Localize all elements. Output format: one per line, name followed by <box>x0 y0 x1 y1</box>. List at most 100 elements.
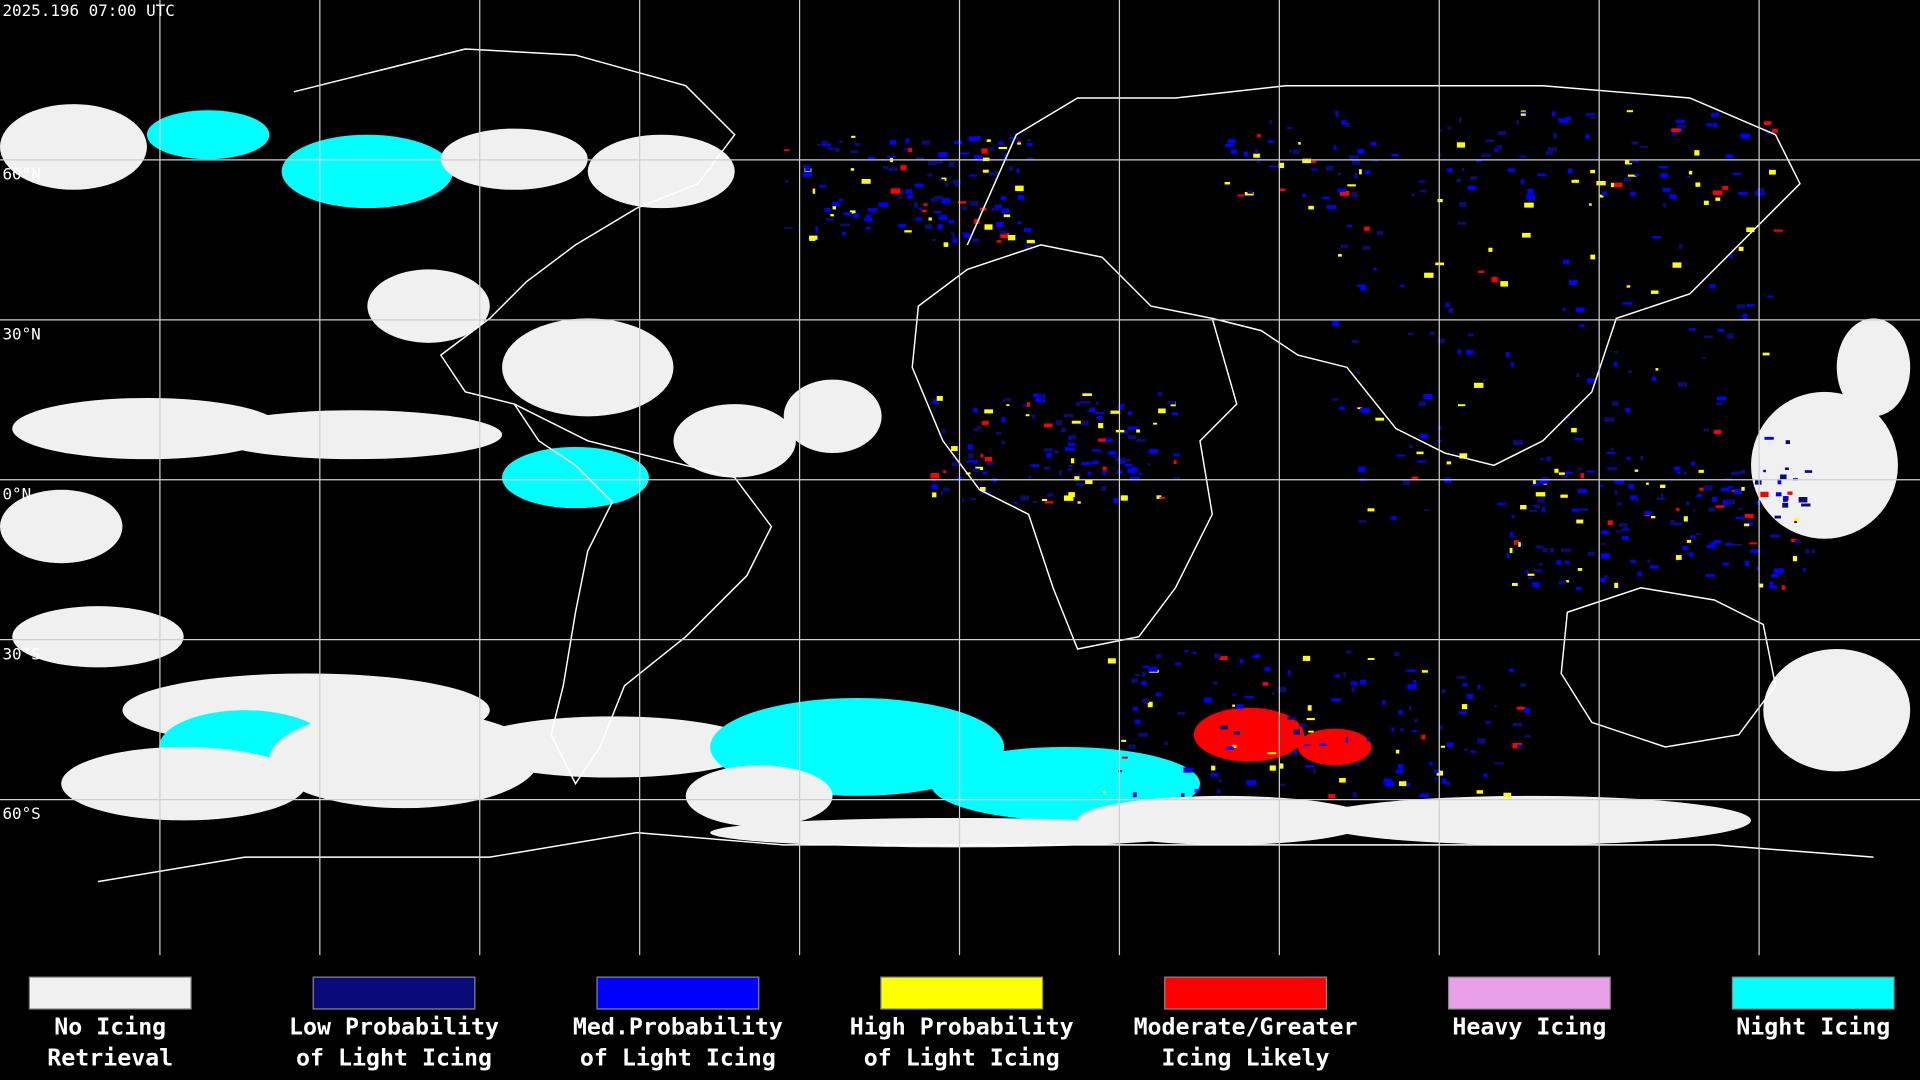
icing-pixel <box>1003 214 1011 218</box>
icing-pixel <box>1464 748 1468 751</box>
icing-pixel <box>1297 735 1306 738</box>
icing-pixel <box>1716 396 1727 401</box>
icing-pixel <box>1709 284 1715 289</box>
icing-pixel <box>1233 693 1237 696</box>
icing-pixel <box>1513 540 1520 546</box>
icing-pixel <box>1478 270 1485 273</box>
icing-pixel <box>1353 173 1359 179</box>
icing-pixel <box>1734 488 1743 495</box>
icing-pixel <box>1599 484 1604 487</box>
icing-pixel <box>1437 338 1445 344</box>
icing-pixel <box>821 143 832 146</box>
icing-pixel <box>1027 138 1031 142</box>
icing-pixel <box>1614 480 1625 484</box>
icing-pixel <box>1406 669 1416 672</box>
cloud-area <box>710 817 1200 848</box>
icing-pixel <box>841 231 847 236</box>
icing-pixel <box>1423 394 1433 400</box>
legend-swatch <box>880 976 1044 1010</box>
icing-pixel <box>1715 197 1721 201</box>
icing-pixel <box>1277 686 1287 693</box>
icing-pixel <box>969 174 978 177</box>
icing-pixel <box>1771 573 1778 578</box>
icing-pixel <box>1783 496 1789 501</box>
icing-pixel <box>1640 456 1644 460</box>
cloud-area <box>465 716 760 778</box>
icing-pixel <box>1771 128 1778 133</box>
icing-pixel <box>1017 221 1022 225</box>
icing-pixel <box>973 428 979 432</box>
icing-pixel <box>1418 401 1427 407</box>
legend-label: Med.Probability <box>573 1014 783 1041</box>
icing-pixel <box>1394 651 1400 657</box>
icing-pixel <box>1655 368 1659 371</box>
icing-pixel <box>938 179 945 182</box>
icing-pixel <box>1147 701 1153 708</box>
icing-pixel <box>1513 439 1523 446</box>
icing-pixel <box>977 426 982 430</box>
icing-pixel <box>1459 453 1468 459</box>
icing-pixel <box>1614 490 1618 495</box>
icing-pixel <box>785 180 789 183</box>
icing-pixel <box>825 217 834 221</box>
icing-pixel <box>1722 185 1729 190</box>
icing-pixel <box>1483 773 1488 778</box>
icing-pixel <box>1757 566 1760 571</box>
icing-pixel <box>1411 476 1418 479</box>
icing-pixel <box>1113 455 1117 458</box>
icing-pixel <box>1397 763 1404 770</box>
icing-pixel <box>1269 120 1273 124</box>
icing-pixel <box>1722 562 1729 566</box>
icing-pixel <box>1334 674 1340 678</box>
icing-pixel <box>1129 476 1140 480</box>
icing-pixel <box>1232 704 1236 707</box>
icing-pixel <box>1098 423 1104 429</box>
icing-pixel <box>981 421 989 425</box>
icing-pixel <box>1511 362 1514 368</box>
icing-pixel <box>914 183 924 188</box>
icing-pixel <box>1777 478 1782 485</box>
icing-pixel <box>1067 468 1072 471</box>
coastlines <box>97 48 1874 883</box>
icing-pixel <box>980 486 986 492</box>
icing-pixel <box>1616 502 1622 506</box>
icing-pixel <box>1341 120 1347 125</box>
icing-pixel <box>1016 168 1020 174</box>
icing-pixel <box>1371 141 1377 146</box>
icing-pixel <box>1628 370 1633 374</box>
icing-pixel <box>1419 793 1429 798</box>
icing-pixel <box>998 141 1004 146</box>
icing-pixel <box>967 444 973 450</box>
icing-pixel <box>1650 290 1659 294</box>
icing-pixel <box>1372 159 1379 162</box>
icing-pixel <box>1535 492 1546 497</box>
icing-pixel <box>838 198 844 202</box>
icing-pixel <box>922 209 927 213</box>
icing-pixel <box>908 148 913 153</box>
icing-pixel <box>915 217 922 221</box>
icing-pixel <box>1567 168 1573 174</box>
icing-pixel <box>1626 456 1631 461</box>
icing-pixel <box>1571 508 1580 512</box>
icing-pixel <box>1669 194 1677 199</box>
icing-pixel <box>1127 426 1138 430</box>
icing-pixel <box>1497 502 1506 506</box>
icing-pixel <box>1606 451 1616 454</box>
icing-pixel <box>1373 267 1377 271</box>
icing-pixel <box>1662 187 1671 192</box>
cloud-area <box>440 128 588 190</box>
icing-pixel <box>1253 153 1260 158</box>
icing-pixel <box>1107 658 1116 664</box>
icing-pixel <box>986 139 991 142</box>
icing-pixel <box>1718 328 1724 333</box>
icing-pixel <box>1685 500 1690 506</box>
icing-pixel <box>1682 546 1689 551</box>
graticule <box>0 0 1920 956</box>
icing-pixel <box>1621 535 1629 540</box>
icing-pixel <box>1398 709 1403 715</box>
icing-pixel <box>1352 792 1357 798</box>
icing-pixel <box>1354 762 1360 767</box>
icing-pixel <box>1360 679 1366 685</box>
icing-pixel <box>1558 118 1568 123</box>
icing-pixel <box>1537 498 1545 503</box>
